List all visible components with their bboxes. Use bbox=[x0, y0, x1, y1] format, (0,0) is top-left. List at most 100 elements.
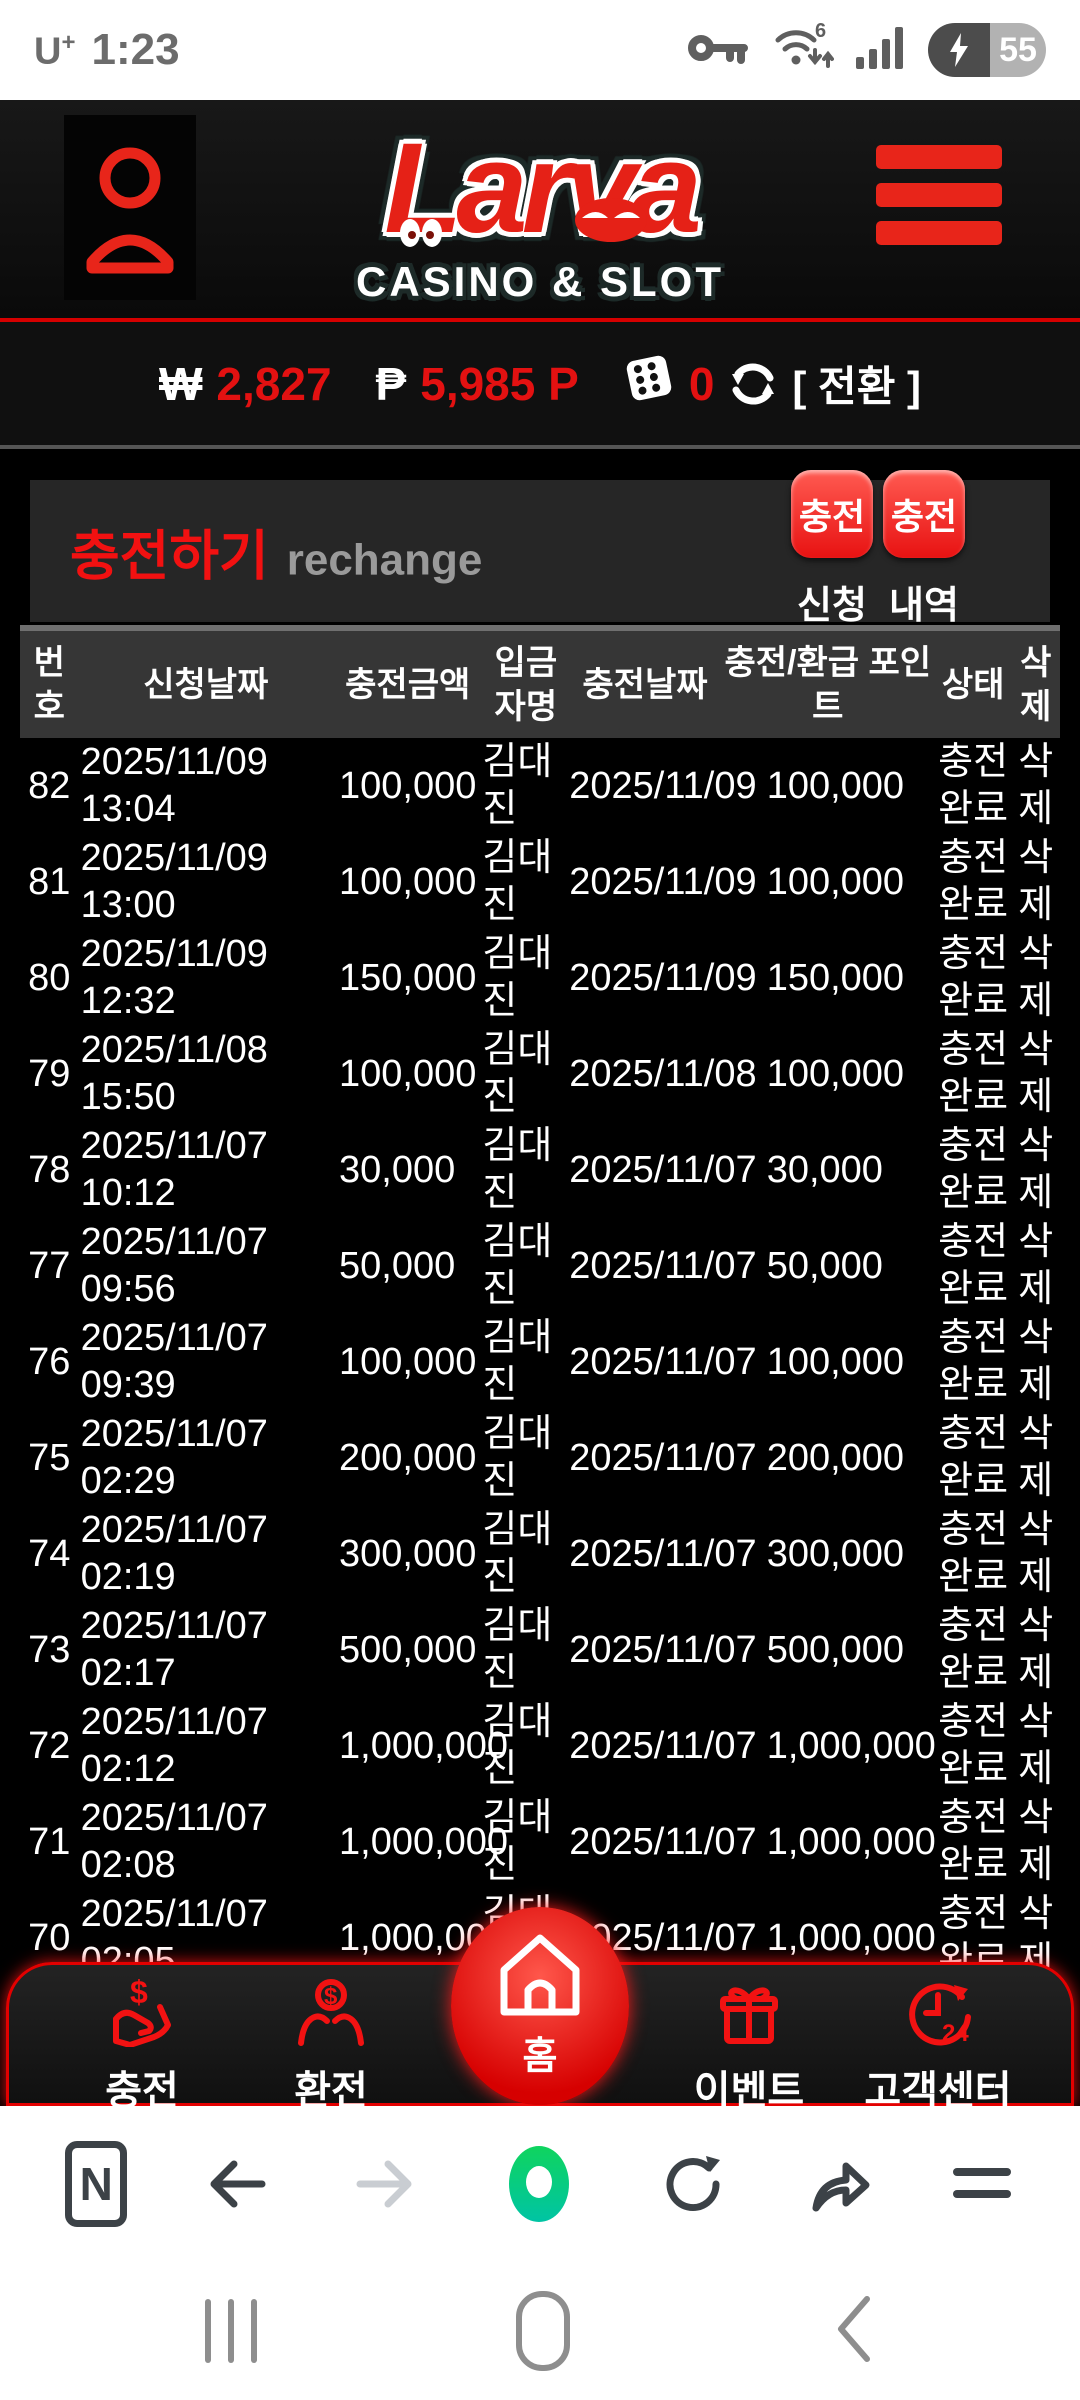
hand-dollar-icon: $ bbox=[106, 1974, 178, 2052]
system-navbar bbox=[0, 2262, 1080, 2400]
naver-home-green-icon[interactable] bbox=[495, 2140, 583, 2228]
row-delete-button[interactable]: 삭제 bbox=[1018, 1509, 1054, 1598]
row-delete-button[interactable]: 삭제 bbox=[1018, 1413, 1054, 1502]
table-row: 78 2025/11/07 10:12 30,000 김대진 2025/11/07… bbox=[20, 1122, 1060, 1218]
row-status: 충전완료 bbox=[938, 1029, 1009, 1118]
system-home-button[interactable] bbox=[516, 2291, 570, 2371]
nav-exchange[interactable]: $ 환전 bbox=[246, 1979, 416, 2116]
recents-button[interactable] bbox=[205, 2299, 257, 2363]
wifi-6-icon: 6 bbox=[772, 20, 834, 79]
row-charge-date: 2025/11/07 bbox=[569, 1340, 757, 1383]
nav-recharge[interactable]: $ 충전 bbox=[57, 1974, 227, 2116]
row-points: 150,000 bbox=[766, 956, 905, 999]
col-depositor: 입금자명 bbox=[494, 643, 558, 726]
row-amount: 50,000 bbox=[339, 1244, 456, 1287]
row-delete-button[interactable]: 삭제 bbox=[1018, 741, 1054, 830]
refresh-icon[interactable] bbox=[728, 359, 778, 409]
browser-toolbar: N bbox=[0, 2106, 1080, 2262]
menu-button[interactable] bbox=[876, 145, 1002, 245]
balance-bar: ₩ 2,827 ₱ 5,985 P 0 [ 전환 ] bbox=[0, 322, 1080, 445]
row-amount: 1,000,000 bbox=[339, 1820, 509, 1863]
balance-divider bbox=[0, 445, 1080, 449]
row-delete-button[interactable]: 삭제 bbox=[1018, 1701, 1054, 1790]
row-status: 충전완료 bbox=[938, 1125, 1009, 1214]
svg-text:6: 6 bbox=[815, 22, 826, 42]
recharge-history-button[interactable]: 충전 내역 bbox=[883, 470, 965, 629]
row-status: 충전완료 bbox=[938, 1317, 1009, 1406]
row-charge-date: 2025/11/08 bbox=[569, 1052, 757, 1095]
row-delete-button[interactable]: 삭제 bbox=[1018, 1125, 1054, 1214]
battery-bolt-icon bbox=[928, 23, 990, 77]
row-number: 71 bbox=[28, 1820, 71, 1863]
row-points: 30,000 bbox=[766, 1148, 883, 1191]
row-points: 1,000,000 bbox=[766, 1820, 936, 1863]
system-back-button[interactable] bbox=[829, 2291, 875, 2372]
browser-tabs-icon[interactable] bbox=[951, 2162, 1015, 2206]
won-amount: 2,827 bbox=[216, 357, 332, 410]
row-depositor: 김대진 bbox=[482, 1701, 553, 1790]
person-icon bbox=[82, 130, 178, 285]
browser-forward-icon[interactable] bbox=[348, 2148, 420, 2220]
nav-support[interactable]: 24 고객센터 bbox=[853, 1979, 1023, 2116]
row-status: 충전완료 bbox=[938, 1413, 1009, 1502]
row-points: 200,000 bbox=[766, 1436, 905, 1479]
row-request-date: 2025/11/07 09:39 bbox=[80, 1317, 268, 1406]
row-delete-button[interactable]: 삭제 bbox=[1018, 1605, 1054, 1694]
row-status: 충전완료 bbox=[938, 1221, 1009, 1310]
larva-eyes-icon bbox=[398, 122, 444, 292]
table-row: 73 2025/11/07 02:17 500,000 김대진 2025/11/0… bbox=[20, 1602, 1060, 1698]
row-amount: 100,000 bbox=[339, 860, 477, 903]
row-number: 74 bbox=[28, 1532, 71, 1575]
row-request-date: 2025/11/07 02:08 bbox=[80, 1797, 268, 1886]
dice-icon bbox=[623, 352, 675, 415]
row-delete-button[interactable]: 삭제 bbox=[1018, 1029, 1054, 1118]
row-depositor: 김대진 bbox=[482, 1125, 553, 1214]
row-delete-button[interactable]: 삭제 bbox=[1018, 1797, 1054, 1886]
table-row: 80 2025/11/09 12:32 150,000 김대진 2025/11/0… bbox=[20, 930, 1060, 1026]
row-charge-date: 2025/11/07 bbox=[569, 1436, 757, 1479]
row-delete-button[interactable]: 삭제 bbox=[1018, 1317, 1054, 1406]
row-charge-date: 2025/11/07 bbox=[569, 1820, 757, 1863]
nav-home[interactable]: 홈 bbox=[451, 1907, 629, 2105]
status-left: U+ 1:23 bbox=[34, 25, 180, 75]
bottom-nav: $ 충전 $ 환전 홈 이벤트 24 고객센터 bbox=[6, 1907, 1074, 2113]
row-points: 50,000 bbox=[766, 1244, 883, 1287]
row-points: 100,000 bbox=[766, 860, 905, 903]
row-points: 100,000 bbox=[766, 1340, 905, 1383]
profile-button[interactable] bbox=[64, 115, 196, 300]
row-number: 75 bbox=[28, 1436, 71, 1479]
row-request-date: 2025/11/07 02:12 bbox=[80, 1701, 268, 1790]
nav-events[interactable]: 이벤트 bbox=[664, 1979, 834, 2116]
row-amount: 30,000 bbox=[339, 1148, 456, 1191]
row-charge-date: 2025/11/07 bbox=[569, 1532, 757, 1575]
col-delete: 삭제 bbox=[1020, 643, 1052, 726]
row-depositor: 김대진 bbox=[482, 741, 553, 830]
peso-amount: 5,985 P bbox=[420, 357, 579, 410]
battery-icon: 55 bbox=[928, 23, 1046, 77]
row-request-date: 2025/11/08 15:50 bbox=[80, 1029, 268, 1118]
browser-refresh-icon[interactable] bbox=[658, 2148, 730, 2220]
naver-app-icon[interactable]: N bbox=[65, 2141, 128, 2227]
col-status: 상태 bbox=[941, 665, 1005, 704]
row-points: 1,000,000 bbox=[766, 1916, 936, 1959]
recharge-history-table: 번호 신청날짜 충전금액 입금자명 충전날짜 충전/환급 포인트 상태 삭제 8… bbox=[20, 625, 1060, 1986]
row-delete-button[interactable]: 삭제 bbox=[1018, 933, 1054, 1022]
svg-text:$: $ bbox=[130, 1979, 148, 2010]
recharge-section: 충전하기 rechange 충전 신청 충전 내역 bbox=[30, 470, 1050, 627]
recharge-request-button[interactable]: 충전 신청 bbox=[791, 470, 873, 629]
site-header: Larva CASINO & SLOT bbox=[0, 100, 1080, 318]
section-title: 충전하기 bbox=[70, 526, 269, 587]
row-points: 100,000 bbox=[766, 764, 905, 807]
header-divider bbox=[0, 318, 1080, 322]
browser-share-icon[interactable] bbox=[804, 2148, 876, 2220]
browser-back-icon[interactable] bbox=[202, 2148, 274, 2220]
row-request-date: 2025/11/09 13:04 bbox=[80, 741, 268, 830]
table-header-row: 번호 신청날짜 충전금액 입금자명 충전날짜 충전/환급 포인트 상태 삭제 bbox=[20, 628, 1060, 738]
row-status: 충전완료 bbox=[938, 741, 1009, 830]
row-delete-button[interactable]: 삭제 bbox=[1018, 837, 1054, 926]
row-delete-button[interactable]: 삭제 bbox=[1018, 1221, 1054, 1310]
status-time: 1:23 bbox=[91, 25, 180, 74]
convert-button[interactable]: [ 전환 ] bbox=[792, 363, 921, 410]
row-number: 79 bbox=[28, 1052, 71, 1095]
